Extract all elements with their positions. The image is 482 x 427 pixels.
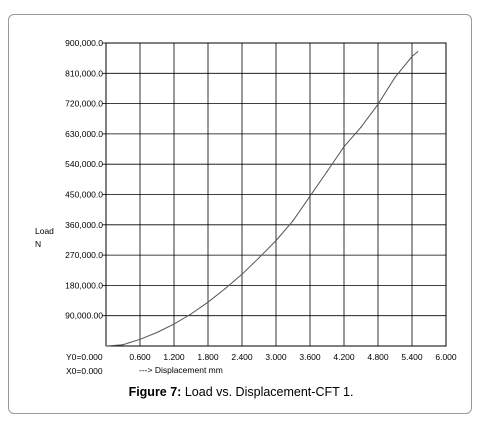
x-tick-label: 5.400 — [401, 352, 423, 362]
x-tick-label: 6.000 — [435, 352, 457, 362]
x-tick-label: 3.000 — [265, 352, 287, 362]
x-tick-label: 4.200 — [333, 352, 355, 362]
y-axis-label-unit: N — [35, 239, 41, 249]
caption-text: Load vs. Displacement-CFT 1. — [181, 385, 354, 399]
y-tick-label: 900,000.0 — [65, 38, 103, 48]
y-tick-label: 360,000.0 — [65, 220, 103, 230]
y-tick-label: 540,000.0 — [65, 159, 103, 169]
x-tick-label: 1.200 — [163, 352, 185, 362]
origin-x-label: X0=0.000 — [66, 366, 103, 376]
chart-grid — [102, 42, 447, 347]
y-tick-label: 270,000.0 — [65, 250, 103, 260]
x-tick-label: 3.600 — [299, 352, 321, 362]
y-tick-label: 450,000.0 — [65, 190, 103, 200]
caption-figure-number: Figure 7: — [128, 385, 182, 399]
load-displacement-series-line — [105, 51, 419, 347]
x-tick-label: 4.800 — [367, 352, 389, 362]
y-tick-label: 720,000.0 — [65, 99, 103, 109]
origin-y-label: Y0=0.000 — [66, 352, 103, 362]
figure-frame — [8, 14, 472, 414]
x-tick-labels: 0.600 1.200 1.800 2.400 3.000 3.600 4.200 4.800… — [129, 352, 457, 362]
y-tick-label: 630,000.0 — [65, 129, 103, 139]
y-tick-labels: 900,000.0 810,000.0 720,000.0 630,000.0 540,… — [65, 38, 103, 321]
figure-caption: Figure 7: Load vs. Displacement-CFT 1. — [0, 385, 482, 399]
x-tick-label: 2.400 — [231, 352, 253, 362]
y-tick-label: 810,000.0 — [65, 68, 103, 78]
y-axis-label-load: Load — [35, 226, 54, 236]
x-tick-label: 1.800 — [197, 352, 219, 362]
y-tick-label: 90,000.00 — [65, 311, 103, 321]
y-tick-label: 180,000.0 — [65, 280, 103, 290]
x-tick-label: 0.600 — [129, 352, 151, 362]
x-axis-label: ---> Displacement mm — [139, 365, 223, 375]
